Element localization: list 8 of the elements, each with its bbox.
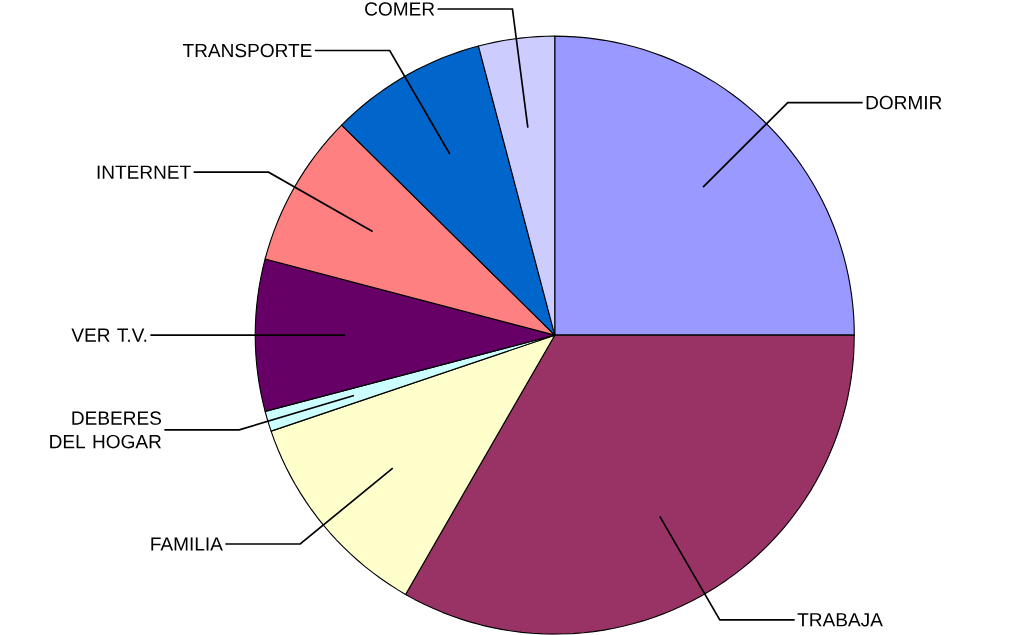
slice-label: COMER: [365, 2, 435, 16]
slice-label: VER T.V.: [71, 328, 147, 342]
slice-label: TRABAJA: [797, 613, 883, 627]
slice-label: FAMILIA: [151, 537, 223, 551]
slice-label: INTERNET: [97, 165, 191, 179]
slice-label: TRANSPORTE: [182, 43, 312, 58]
slice-label: DEBERES DEL HOGAR: [50, 411, 161, 449]
slice-label: DORMIR: [866, 95, 942, 110]
